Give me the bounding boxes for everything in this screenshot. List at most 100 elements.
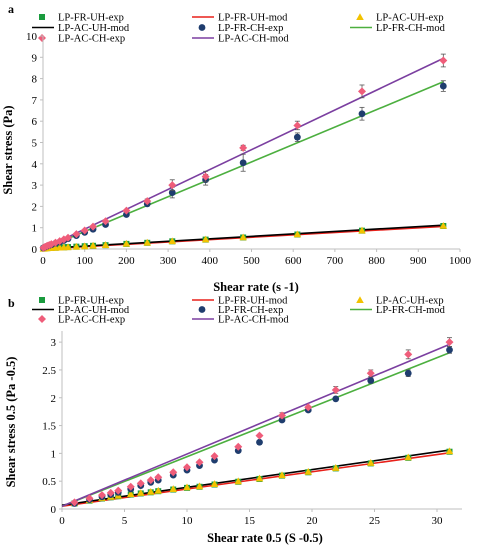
legend-label: LP-FR-CH-exp (218, 23, 283, 34)
data-point (80, 226, 89, 235)
data-point (367, 377, 375, 384)
y-tick-label: 8 (32, 74, 38, 86)
data-point (195, 458, 204, 467)
data-point (278, 411, 286, 420)
data-point (126, 490, 135, 497)
data-point (439, 82, 447, 90)
y-tick-label: 7 (32, 95, 38, 107)
data-point (168, 189, 176, 196)
data-point (64, 243, 72, 251)
x-tick-label: 1000 (449, 255, 472, 267)
data-point (439, 221, 448, 229)
data-point (201, 235, 210, 243)
series-line-lp-fr-ch-mod (61, 351, 450, 507)
data-point (255, 431, 264, 440)
legend-item: LP-AC-UH-exp (356, 13, 444, 24)
data-point (146, 476, 155, 485)
series-lp-ac-uh-exp (39, 221, 448, 252)
series-line-lp-ac-uh-mod (61, 449, 450, 506)
data-point (404, 369, 412, 377)
panel-a-legend: LP-FR-UH-exp LP-FR-UH-mod LP-AC-UH-exp LP-A… (32, 13, 446, 45)
legend-item: LP-FR-UH-mod (192, 13, 288, 24)
data-point (168, 181, 177, 190)
y-tick-label: 0 (32, 244, 38, 256)
data-point (143, 238, 152, 246)
legend-label: LP-AC-CH-mod (218, 34, 289, 45)
legend-label: LP-FR-UH-mod (218, 296, 288, 307)
data-point (98, 491, 106, 500)
data-point (70, 498, 79, 507)
data-point (136, 489, 145, 496)
data-point (101, 217, 110, 226)
data-point (445, 447, 454, 455)
y-tick-label: 2 (32, 201, 38, 213)
legend-label: LP-AC-CH-mod (218, 315, 289, 326)
data-point (331, 464, 340, 471)
x-tick-label: 0 (40, 255, 46, 267)
x-tick-label: 600 (285, 255, 302, 267)
series-line-lp-ac-ch-mod (61, 343, 450, 507)
legend-item: LP-AC-UH-mod (32, 305, 130, 316)
data-point (366, 459, 375, 466)
data-point (358, 87, 367, 96)
data-point (72, 230, 81, 239)
legend-label: LP-AC-UH-exp (376, 13, 444, 24)
series-line-lp-fr-uh-mod (61, 452, 450, 508)
data-point (183, 463, 191, 472)
panel-b-xlabel: Shear rate 0.5 (S -0.5) (207, 531, 323, 545)
legend-label: LP-AC-UH-mod (58, 23, 130, 34)
y-tick-label: 9 (32, 52, 38, 64)
legend-item: LP-FR-CH-mod (350, 23, 446, 34)
legend-item: LP-FR-UH-exp (39, 296, 124, 307)
x-tick-label: 300 (160, 255, 177, 267)
series-lp-ac-ch-exp (70, 337, 454, 507)
legend-item: LP-AC-UH-mod (32, 23, 130, 34)
data-point (358, 226, 366, 234)
series-lp-ac-ch-exp (39, 53, 448, 252)
y-tick-label: 1 (51, 448, 57, 460)
x-tick-label: 500 (243, 255, 260, 267)
legend-label: LP-FR-UH-mod (218, 13, 288, 24)
legend-item: LP-AC-CH-mod (192, 315, 289, 326)
x-tick-label: 5 (122, 515, 128, 527)
data-point (143, 197, 152, 206)
x-tick-label: 400 (202, 255, 219, 267)
data-point (366, 369, 375, 378)
data-point (293, 121, 302, 130)
y-tick-label: 3 (32, 180, 38, 192)
data-point (201, 172, 210, 181)
data-point (331, 385, 340, 394)
legend-swatch-marker (198, 306, 206, 313)
panel-a-label: a (8, 2, 14, 16)
data-point (404, 350, 413, 359)
data-point (439, 56, 448, 65)
data-point (278, 471, 286, 479)
data-point (89, 222, 98, 231)
data-point (89, 241, 97, 249)
data-point (239, 143, 248, 152)
panel-a-ylabel-text: Shear stress (Pa) (1, 105, 15, 194)
data-point (256, 438, 263, 446)
legend-swatch-marker (356, 13, 364, 20)
data-point (210, 480, 219, 487)
y-tick-label: 5 (32, 138, 38, 150)
y-tick-label: 10 (26, 31, 38, 43)
x-tick-label: 10 (182, 515, 194, 527)
panel-b: b LP-FR-UH-exp LP-FR-UH-mod LP-AC-UH-expLP… (4, 296, 462, 545)
legend-item: LP-AC-CH-exp (38, 34, 125, 45)
panel-a: a LP-FR-UH-exp LP-FR-UH-mod LP-AC-UH-expLP… (1, 2, 472, 294)
x-tick-label: 20 (307, 515, 319, 527)
data-point (154, 473, 163, 482)
legend-label: LP-FR-CH-mod (376, 305, 446, 316)
legend-item: LP-AC-CH-mod (192, 34, 289, 45)
data-point (122, 206, 131, 215)
legend-swatch-marker (356, 296, 364, 303)
series-lp-ac-uh-exp (70, 447, 454, 506)
panel-a-ylabel: Shear stress (Pa) (1, 105, 15, 194)
legend-item: LP-FR-UH-mod (192, 296, 288, 307)
data-point (304, 467, 313, 475)
data-point (72, 242, 81, 250)
legend-swatch-marker (38, 34, 46, 42)
x-tick-label: 700 (327, 255, 344, 267)
